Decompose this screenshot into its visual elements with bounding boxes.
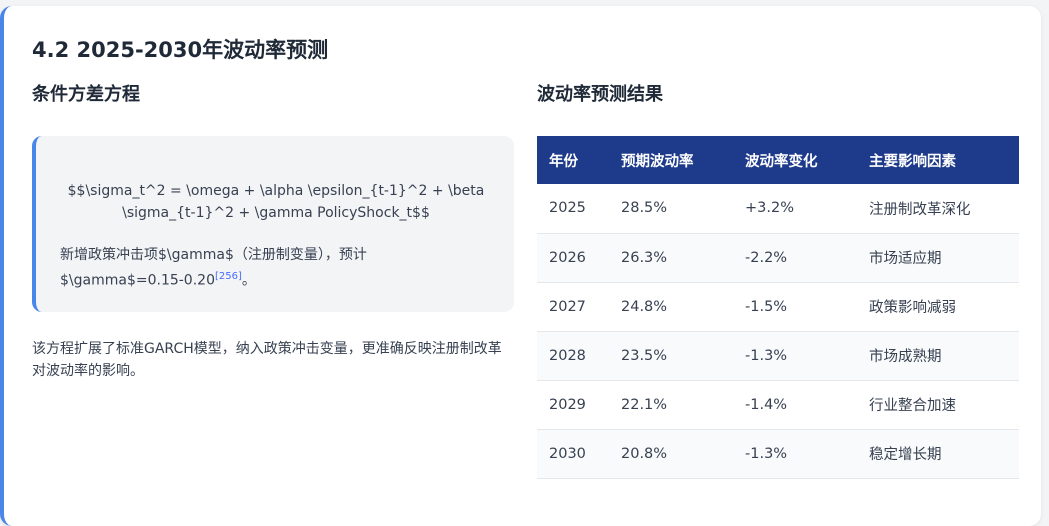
cell-year: 2026 bbox=[549, 249, 586, 266]
equation-subtitle: 条件方差方程 bbox=[32, 84, 140, 105]
formula-note: 新增政策冲击项$\gamma$（注册制变量），预计 $\gamma$=0.15-… bbox=[60, 244, 492, 292]
formula: $$\sigma_t^2 = \omega + \alpha \epsilon_… bbox=[60, 180, 492, 224]
formula-box: $$\sigma_t^2 = \omega + \alpha \epsilon_… bbox=[32, 136, 514, 312]
forecast-column: 波动率预测结果 年份 预期波动率 波动率变化 主要影响因素 2025 28.5%… bbox=[537, 82, 1019, 478]
model-description: 该方程扩展了标准GARCH模型，纳入政策冲击变量，更准确反映注册制改革对波动率的… bbox=[32, 341, 502, 379]
table-row: 2026 26.3% -2.2% 市场适应期 bbox=[537, 233, 1019, 282]
cell-year: 2029 bbox=[549, 396, 586, 413]
cell-change: -1.4% bbox=[745, 396, 788, 413]
cell-volatility: 23.5% bbox=[621, 347, 668, 364]
table-row: 2029 22.1% -1.4% 行业整合加速 bbox=[537, 380, 1019, 429]
cell-factor: 注册制改革深化 bbox=[869, 201, 971, 218]
formula-note-line-2: $\gamma$=0.15-0.20[256]。 bbox=[60, 266, 492, 292]
cell-change: -1.3% bbox=[745, 445, 788, 462]
cell-factor: 市场成熟期 bbox=[869, 349, 942, 365]
cell-factor: 行业整合加速 bbox=[869, 398, 956, 414]
forecast-table: 年份 预期波动率 波动率变化 主要影响因素 2025 28.5% +3.2% 注… bbox=[537, 136, 1019, 479]
header-volatility-change: 波动率变化 bbox=[745, 153, 818, 170]
cell-change: -1.5% bbox=[745, 298, 788, 315]
cell-factor: 市场适应期 bbox=[869, 251, 942, 267]
header-expected-volatility: 预期波动率 bbox=[621, 153, 694, 170]
cell-change: -1.3% bbox=[745, 347, 788, 364]
cell-volatility: 24.8% bbox=[621, 298, 668, 315]
cell-change: -2.2% bbox=[745, 249, 788, 266]
cell-factor: 政策影响减弱 bbox=[869, 300, 956, 316]
cell-volatility: 28.5% bbox=[621, 200, 668, 217]
formula-note-line-1: 新增政策冲击项$\gamma$（注册制变量），预计 bbox=[60, 247, 367, 263]
formula-line-2: \sigma_{t-1}^2 + \gamma PolicyShock_t$$ bbox=[122, 205, 430, 221]
cell-year: 2030 bbox=[549, 445, 586, 462]
cell-volatility: 22.1% bbox=[621, 396, 668, 413]
content-card: 4.2 2025-2030年波动率预测 条件方差方程 $$\sigma_t^2 … bbox=[0, 6, 1041, 526]
cell-factor: 稳定增长期 bbox=[869, 447, 942, 463]
forecast-subtitle: 波动率预测结果 bbox=[537, 84, 663, 105]
section-title: 4.2 2025-2030年波动率预测 bbox=[32, 38, 329, 62]
table-row: 2030 20.8% -1.3% 稳定增长期 bbox=[537, 429, 1019, 478]
cell-volatility: 20.8% bbox=[621, 445, 668, 462]
table-row: 2027 24.8% -1.5% 政策影响减弱 bbox=[537, 282, 1019, 331]
equation-column: 条件方差方程 $$\sigma_t^2 = \omega + \alpha \e… bbox=[32, 82, 514, 379]
formula-note-value: $\gamma$=0.15-0.20 bbox=[60, 272, 215, 289]
header-year: 年份 bbox=[549, 153, 578, 170]
formula-note-end: 。 bbox=[241, 272, 256, 289]
table-header-row: 年份 预期波动率 波动率变化 主要影响因素 bbox=[537, 136, 1019, 184]
cell-volatility: 26.3% bbox=[621, 249, 668, 266]
table-row: 2025 28.5% +3.2% 注册制改革深化 bbox=[537, 184, 1019, 233]
cell-year: 2027 bbox=[549, 298, 586, 315]
citation-link[interactable]: [256] bbox=[214, 271, 242, 282]
cell-change: +3.2% bbox=[745, 200, 794, 217]
table-row: 2028 23.5% -1.3% 市场成熟期 bbox=[537, 331, 1019, 380]
cell-year: 2025 bbox=[549, 200, 586, 217]
cell-year: 2028 bbox=[549, 347, 586, 364]
header-main-factors: 主要影响因素 bbox=[869, 153, 956, 170]
formula-line-1: $$\sigma_t^2 = \omega + \alpha \epsilon_… bbox=[67, 183, 485, 199]
